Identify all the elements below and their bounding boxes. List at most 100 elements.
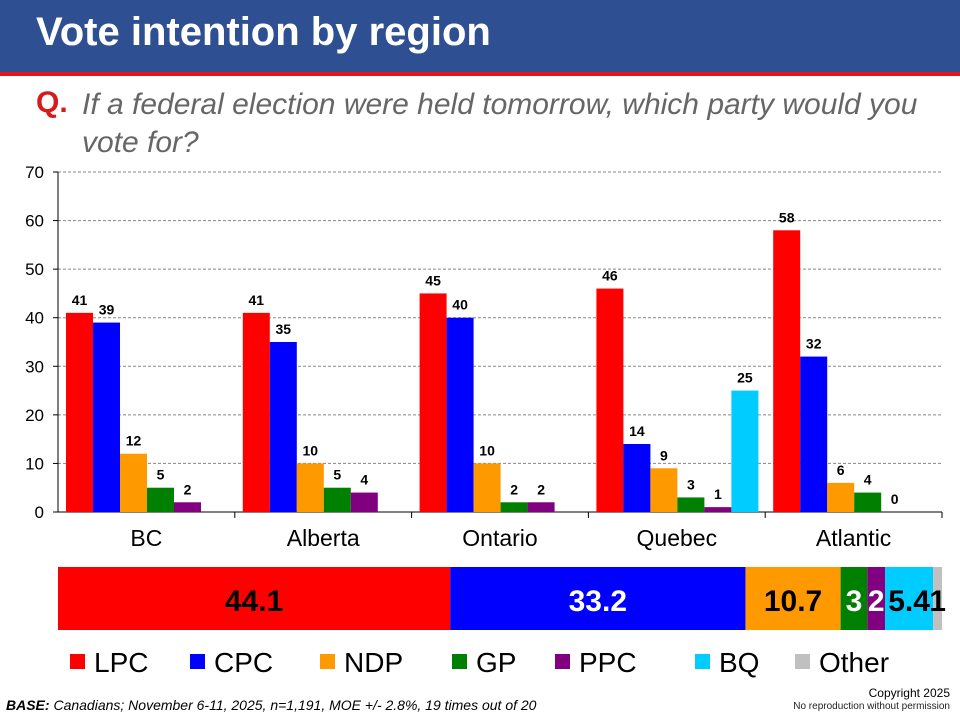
x-tick-label: Atlantic (816, 525, 891, 551)
bar-cpc (800, 356, 828, 512)
data-label: 0 (891, 491, 899, 507)
stacked-segment-bq (885, 567, 934, 630)
legend-swatch-lpc (70, 654, 85, 669)
legend-swatch-bq (695, 654, 710, 669)
data-label: 2 (510, 481, 518, 497)
y-tick-label: 30 (25, 357, 44, 376)
bar-cpc (269, 342, 297, 512)
data-label: 5 (157, 467, 165, 483)
data-label: 4 (360, 472, 368, 488)
data-label: 35 (276, 321, 292, 337)
bar-lpc (242, 312, 270, 512)
legend-swatch-ppc (555, 654, 570, 669)
legend-label: Other (819, 647, 889, 678)
y-tick-label: 50 (25, 260, 44, 279)
data-label: 5 (333, 467, 341, 483)
base-note: BASE: Canadians; November 6-11, 2025, n=… (6, 697, 536, 713)
bar-ppc (350, 492, 378, 512)
question-text: If a federal election were held tomorrow… (82, 88, 918, 159)
bar-gp (147, 487, 174, 512)
x-tick-label: Alberta (287, 525, 360, 551)
legend-swatch-ndp (320, 654, 335, 669)
bar-cpc (446, 317, 474, 512)
legend-label: BQ (719, 647, 759, 678)
segment-label: 33.2 (569, 585, 627, 618)
bar-ppc (174, 502, 201, 512)
stacked-segment-other (933, 567, 942, 630)
bar-gp (677, 497, 705, 512)
bar-ndp (650, 468, 678, 512)
segment-label: 1 (929, 585, 946, 618)
bar-ndp (473, 463, 501, 512)
data-label: 2 (184, 481, 192, 497)
copyright: Copyright 2025 No reproduction without pe… (793, 686, 950, 714)
bar-lpc (419, 293, 447, 512)
bar-gp (500, 502, 528, 512)
bar-lpc (66, 312, 93, 512)
copyright-notice: No reproduction without permission (793, 701, 950, 712)
data-label: 46 (602, 268, 618, 284)
data-label: 41 (249, 292, 265, 308)
y-tick-label: 20 (25, 406, 44, 425)
legend-swatch-other (795, 654, 810, 669)
segment-label: 2 (868, 585, 885, 618)
data-label: 4 (864, 472, 872, 488)
bar-ppc (704, 507, 732, 512)
segment-label: 10.7 (764, 585, 822, 618)
data-label: 41 (72, 292, 88, 308)
data-label: 12 (126, 433, 142, 449)
stacked-segment-ndp (745, 567, 841, 630)
y-tick-label: 40 (25, 309, 44, 328)
page-title: Vote intention by region (36, 10, 491, 54)
stacked-segment-gp (840, 567, 868, 630)
x-tick-label: Quebec (637, 525, 718, 551)
data-label: 32 (806, 336, 822, 352)
data-label: 10 (303, 442, 319, 458)
data-label: 9 (660, 447, 668, 463)
data-label: 45 (425, 272, 441, 288)
data-label: 3 (687, 476, 695, 492)
legend-swatch-cpc (190, 654, 205, 669)
segment-label: 5.4 (888, 585, 930, 618)
data-label: 40 (452, 297, 468, 313)
bar-bq (731, 390, 759, 512)
bar-cpc (623, 444, 651, 512)
question-label: Q. (36, 86, 68, 119)
bar-lpc (773, 230, 801, 513)
base-label: BASE: (6, 697, 50, 713)
base-text: Canadians; November 6-11, 2025, n=1,191,… (49, 697, 537, 713)
stacked-segment-ppc (867, 567, 886, 630)
legend-label: CPC (214, 647, 273, 678)
bar-ndp (296, 463, 324, 512)
bar-lpc (596, 288, 624, 512)
bar-ppc (527, 502, 555, 512)
segment-label: 3 (846, 585, 863, 618)
bar-gp (323, 487, 351, 512)
data-label: 14 (629, 423, 645, 439)
divider (0, 72, 960, 76)
copyright-text: Copyright 2025 (868, 686, 950, 700)
legend-label: PPC (579, 647, 637, 678)
legend-swatch-gp (452, 654, 467, 669)
segment-label: 44.1 (225, 585, 283, 618)
data-label: 10 (479, 442, 495, 458)
bar-gp (854, 492, 882, 512)
x-tick-label: BC (130, 525, 162, 551)
bar-ndp (827, 482, 855, 512)
data-label: 25 (737, 370, 753, 386)
bar-cpc (93, 322, 120, 512)
header-bar: Vote intention by region (0, 0, 960, 72)
stacked-segment-cpc (450, 567, 746, 630)
data-label: 58 (779, 209, 795, 225)
data-label: 1 (714, 486, 722, 502)
x-tick-label: Ontario (462, 525, 537, 551)
legend-label: GP (476, 647, 516, 678)
legend-label: LPC (94, 647, 148, 678)
legend-label: NDP (344, 647, 403, 678)
y-tick-label: 10 (25, 454, 44, 473)
y-tick-label: 60 (25, 212, 44, 231)
stacked-segment-lpc (58, 567, 451, 630)
y-tick-label: 70 (25, 163, 44, 182)
bar-ndp (120, 453, 147, 512)
